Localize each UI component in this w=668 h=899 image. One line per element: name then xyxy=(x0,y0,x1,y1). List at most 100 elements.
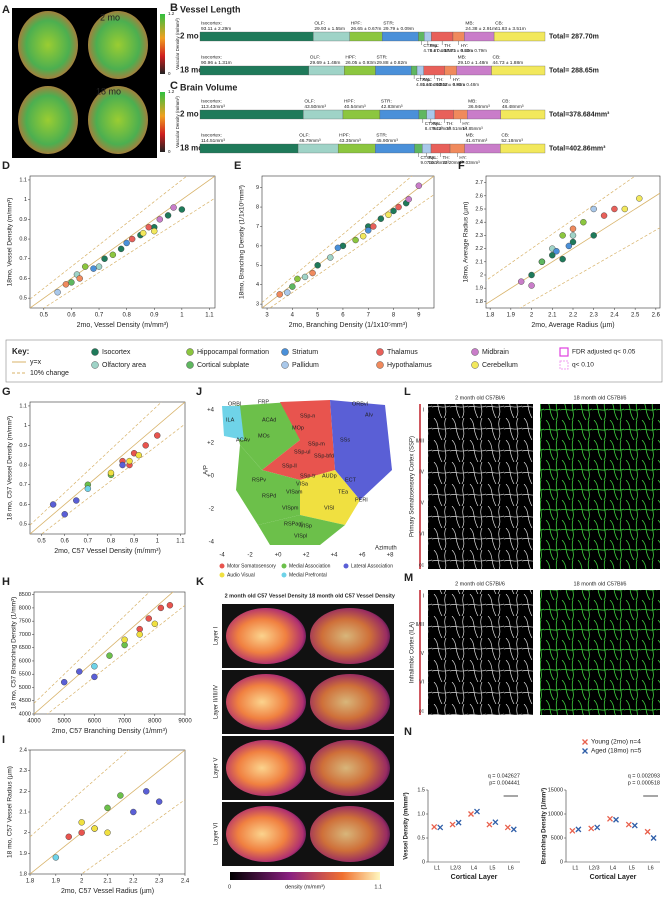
segment-name: STR: xyxy=(383,20,394,26)
y-tick-label: 0.9 xyxy=(19,443,27,449)
marker-stroke xyxy=(474,808,480,815)
change-line xyxy=(486,176,636,281)
bar-segment xyxy=(382,31,419,42)
marker xyxy=(474,808,480,815)
point xyxy=(359,232,367,240)
axis-tick-label: +6 xyxy=(359,553,367,559)
point xyxy=(385,211,392,219)
layer-label: Layer V xyxy=(214,758,220,779)
panel-letter: M xyxy=(404,572,413,584)
point xyxy=(95,263,103,270)
x-tick-label: L6 xyxy=(508,865,514,871)
marker-stroke xyxy=(588,825,595,832)
point xyxy=(155,798,163,805)
x-tick-label: 2.1 xyxy=(548,313,557,319)
x-axis-label: Cortical Layer xyxy=(451,874,498,881)
colorbar-tick: 1.2 xyxy=(168,11,175,16)
region-label: SSp-m xyxy=(308,441,325,447)
bar-segment xyxy=(342,109,381,120)
region-label: VISpl xyxy=(294,533,307,539)
bar-segment xyxy=(303,109,344,120)
x-tick-label: 1 xyxy=(156,539,160,545)
x-axis-label: 2mo, C57 Branching Density (1/mm³) xyxy=(52,728,168,735)
y-tick-label: 4500 xyxy=(19,698,31,704)
legend-swatch xyxy=(281,563,287,569)
point xyxy=(528,282,535,289)
panel-letter: L xyxy=(404,386,411,398)
x-tick-label: 2.4 xyxy=(181,879,190,885)
marker xyxy=(504,824,511,831)
point xyxy=(528,271,535,279)
panel-letter: J xyxy=(196,386,202,398)
point xyxy=(154,432,161,439)
point xyxy=(621,205,628,213)
region-label: AUDp xyxy=(322,473,337,479)
y-axis-label: Branching Density (1/mm³) xyxy=(541,788,548,864)
key-label: Striatum xyxy=(292,349,318,356)
segment-name: TH: xyxy=(444,43,451,48)
heatmap-image xyxy=(226,740,306,796)
segment-value-label: 43.35mm³ xyxy=(339,138,361,144)
row-total: Total=402.86mm³ xyxy=(549,145,606,152)
segment-name: HPF: xyxy=(351,20,362,26)
bar-segment xyxy=(416,65,424,76)
region-label: PERI xyxy=(355,497,368,503)
point xyxy=(104,804,111,812)
y-tick-label: 0.7 xyxy=(19,482,27,488)
region-label: SSp-n xyxy=(300,413,315,419)
segment-name: CTXsp: xyxy=(423,43,438,48)
point xyxy=(128,235,136,243)
x-axis-label: 2mo, Branching Density (1/1x10⁵mm³) xyxy=(289,322,408,329)
marker-stroke xyxy=(569,827,576,834)
y-tick-label: 2.2 xyxy=(475,246,483,252)
x-tick-label: 1.8 xyxy=(26,879,35,885)
heatmap-image xyxy=(310,806,390,862)
region-label: ILA xyxy=(226,417,235,423)
point xyxy=(178,206,186,213)
point xyxy=(289,283,296,290)
point xyxy=(565,242,573,250)
segment-value-label: 26.05 ± 0.93m xyxy=(345,60,376,66)
x-tick-label: 8 xyxy=(392,313,396,319)
segment-name: OLF: xyxy=(304,98,315,104)
segment-value-label: 5.87 ± 0.48m xyxy=(430,48,456,53)
segment-name: PAL: xyxy=(430,43,439,48)
key-title: Key: xyxy=(12,347,29,356)
point xyxy=(107,469,115,477)
micrograph-vessels xyxy=(428,404,533,569)
y-tick-label: 1.1 xyxy=(19,177,27,183)
point xyxy=(91,663,98,670)
region-area xyxy=(300,470,360,525)
segment-name: Isocortex: xyxy=(201,98,222,104)
point xyxy=(156,216,163,223)
x-axis-label: 2mo, Vessel Density (m/mm³) xyxy=(77,322,169,329)
panel-lm-images xyxy=(419,404,660,715)
row-total: Total= 287.70m xyxy=(549,33,599,40)
segment-name: CB: xyxy=(501,132,509,138)
marker xyxy=(468,811,474,817)
point xyxy=(101,255,108,262)
marker-stroke xyxy=(607,815,613,822)
point xyxy=(549,251,556,259)
layer-label: Layer VI xyxy=(214,823,220,846)
panel-letter: B xyxy=(170,2,178,14)
segment-name: HPF: xyxy=(344,98,355,104)
axis-tick-label: +2 xyxy=(303,553,311,559)
y-tick-label: 3 xyxy=(256,302,259,308)
bar-segment xyxy=(456,65,492,76)
region-label: SSp-tr xyxy=(300,473,316,479)
bar-segment xyxy=(199,65,309,76)
marker-stroke xyxy=(449,821,456,828)
y-tick-label: 0.6 xyxy=(19,276,27,282)
panel-letter: E xyxy=(234,160,241,172)
marker xyxy=(486,821,493,828)
axis-tick-label: -4 xyxy=(219,553,225,559)
key-label: Thalamus xyxy=(387,349,418,356)
segment-value-label: 5.65 ± 0.24m xyxy=(422,82,448,87)
segment-name: MB: xyxy=(465,20,474,26)
bar-segment xyxy=(424,31,432,42)
marker xyxy=(575,826,582,833)
y-tick-label: 5000 xyxy=(551,835,563,841)
point xyxy=(166,602,174,609)
